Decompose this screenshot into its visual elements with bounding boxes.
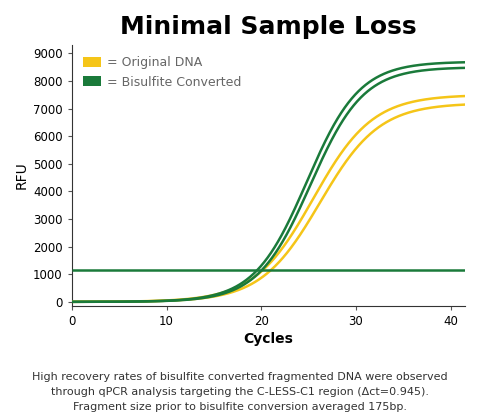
Title: Minimal Sample Loss: Minimal Sample Loss <box>120 15 417 39</box>
X-axis label: Cycles: Cycles <box>243 332 293 346</box>
Legend: = Original DNA, = Bisulfite Converted: = Original DNA, = Bisulfite Converted <box>78 51 246 94</box>
Text: High recovery rates of bisulfite converted fragmented DNA were observed
through : High recovery rates of bisulfite convert… <box>32 372 448 412</box>
Y-axis label: RFU: RFU <box>15 162 29 189</box>
